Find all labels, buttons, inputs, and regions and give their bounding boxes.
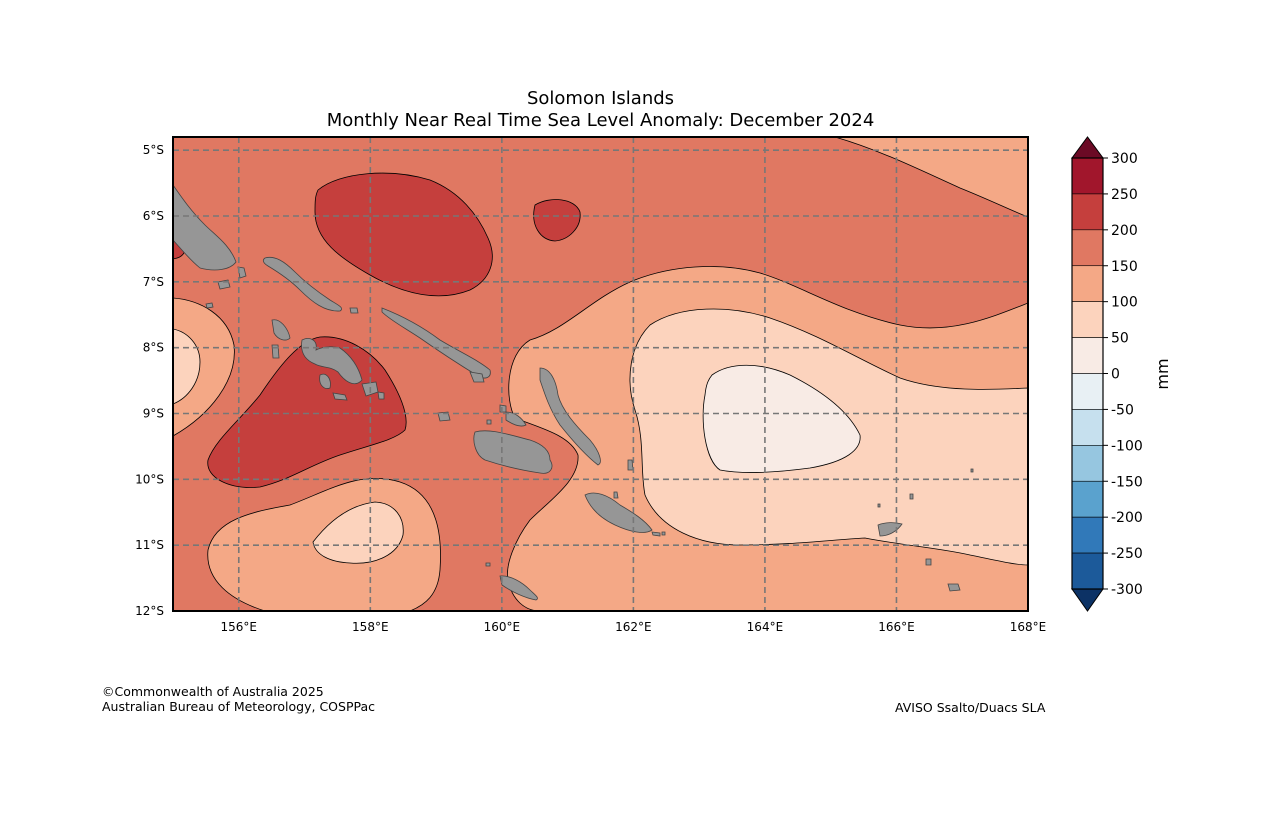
colorbar-label: mm bbox=[1153, 358, 1172, 389]
colorbar-segment bbox=[1071, 373, 1104, 410]
island-small-p bbox=[485, 562, 491, 567]
anomaly-band-0-50 bbox=[702, 364, 861, 474]
copyright-text: ©Commonwealth of Australia 2025 bbox=[102, 684, 324, 699]
x-tick-label: 156°E bbox=[221, 620, 258, 634]
island-bougainville bbox=[173, 184, 237, 271]
island-small-i bbox=[377, 391, 385, 400]
island-small-d bbox=[469, 371, 485, 383]
anomaly-band-100-150-w bbox=[173, 297, 235, 437]
x-tick-label: 158°E bbox=[352, 620, 389, 634]
colorbar-tick-label: 100 bbox=[1111, 295, 1138, 311]
y-tick-label: 7°S bbox=[143, 275, 164, 289]
colorbar-tick-label: -150 bbox=[1111, 474, 1143, 490]
data-source-text: AVISO Ssalto/Duacs SLA bbox=[895, 700, 1046, 715]
island-small-q bbox=[909, 493, 914, 500]
map-title: Solomon Islands bbox=[526, 88, 675, 109]
y-tick-label: 11°S bbox=[135, 538, 164, 552]
island-new-georgia bbox=[301, 338, 363, 385]
island-small-u bbox=[970, 468, 974, 473]
colorbar-segment bbox=[1071, 409, 1104, 446]
island-small-r bbox=[877, 503, 881, 508]
island-small-t bbox=[947, 583, 961, 592]
y-tick-label: 6°S bbox=[143, 209, 164, 223]
colorbar-segment bbox=[1071, 337, 1104, 374]
island-malaita bbox=[539, 367, 601, 466]
colorbar-segment bbox=[1071, 301, 1104, 338]
island-makira bbox=[584, 492, 653, 533]
colorbar-segment bbox=[1071, 193, 1104, 231]
x-tick-label: 162°E bbox=[615, 620, 652, 634]
island-santa-isabel bbox=[381, 307, 491, 379]
gridlines bbox=[173, 137, 1028, 611]
island-rennell bbox=[499, 575, 538, 601]
island-rendova bbox=[319, 373, 331, 389]
island-small-e bbox=[349, 307, 359, 314]
y-tick-labels: 5°S 6°S 7°S 8°S 9°S 10°S 11°S 12°S bbox=[135, 143, 164, 618]
y-tick-label: 10°S bbox=[135, 472, 164, 486]
colorbar: 300 250 200 150 100 50 0 -50 -100 -150 -200 -250 -30… bbox=[1071, 136, 1143, 612]
colorbar-segment bbox=[1071, 229, 1104, 267]
agency-text: Australian Bureau of Meteorology, COSPPa… bbox=[102, 699, 375, 714]
island-choiseul bbox=[262, 256, 343, 312]
x-tick-labels: 156°E 158°E 160°E 162°E 164°E 166°E 168°E bbox=[221, 620, 1047, 634]
colorbar-segment bbox=[1071, 516, 1104, 554]
colorbar-tick-label: -100 bbox=[1111, 438, 1143, 454]
x-tick-label: 164°E bbox=[747, 620, 784, 634]
island-small-k bbox=[486, 419, 492, 425]
island-small-c bbox=[205, 302, 214, 309]
island-santa-cruz bbox=[877, 522, 903, 537]
island-vella bbox=[271, 319, 291, 341]
contour-field bbox=[173, 137, 1028, 611]
anomaly-band-200-250-small bbox=[533, 199, 581, 242]
colorbar-segment bbox=[1071, 265, 1104, 302]
colorbar-segment bbox=[1071, 157, 1104, 195]
y-tick-label: 5°S bbox=[143, 143, 164, 157]
colorbar-tick-label: -200 bbox=[1111, 510, 1143, 526]
anomaly-band-200-250-n bbox=[314, 172, 493, 297]
colorbar-segment bbox=[1071, 480, 1104, 518]
colorbar-tick-label: 250 bbox=[1111, 187, 1138, 203]
colorbar-segment bbox=[1071, 552, 1104, 590]
x-tick-label: 160°E bbox=[484, 620, 521, 634]
x-tick-label: 166°E bbox=[878, 620, 915, 634]
y-tick-label: 12°S bbox=[135, 604, 164, 618]
island-small-a bbox=[237, 266, 247, 279]
colorbar-tick-label: -250 bbox=[1111, 546, 1143, 562]
colorbar-tick-label: 150 bbox=[1111, 259, 1138, 275]
colorbar-over-arrow bbox=[1071, 136, 1104, 159]
anomaly-band-50-100-sw bbox=[312, 501, 404, 564]
colorbar-tick-label: -300 bbox=[1111, 582, 1143, 598]
island-small-s bbox=[925, 558, 932, 566]
land-masses bbox=[173, 184, 974, 601]
island-small-j bbox=[499, 404, 507, 413]
y-tick-label: 8°S bbox=[143, 341, 164, 355]
island-guadalcanal bbox=[473, 430, 553, 474]
map-subtitle: Monthly Near Real Time Sea Level Anomaly… bbox=[326, 110, 875, 131]
map-frame bbox=[172, 136, 1029, 612]
island-small-g bbox=[332, 392, 348, 401]
colorbar-tick-label: 200 bbox=[1111, 223, 1138, 239]
colorbar-tick-label: 300 bbox=[1111, 151, 1138, 167]
y-tick-label: 9°S bbox=[143, 407, 164, 421]
island-small-n bbox=[651, 531, 661, 537]
colorbar-tick-label: 50 bbox=[1111, 331, 1129, 347]
colorbar-segment bbox=[1071, 445, 1104, 482]
colorbar-tick-label: -50 bbox=[1111, 402, 1134, 418]
colorbar-under-arrow bbox=[1071, 588, 1104, 612]
island-small-m bbox=[613, 491, 619, 499]
colorbar-tick-label: 0 bbox=[1111, 367, 1120, 383]
island-small-o bbox=[661, 531, 666, 536]
island-small-l bbox=[627, 459, 634, 471]
x-tick-label: 168°E bbox=[1010, 620, 1047, 634]
